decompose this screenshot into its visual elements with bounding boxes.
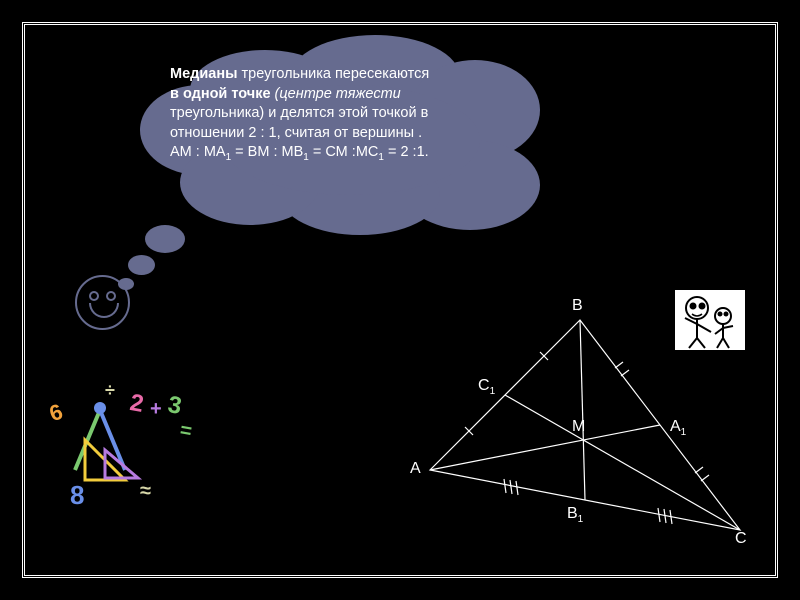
doodle-char: 8	[70, 480, 84, 511]
label-A: А	[410, 460, 421, 478]
cloud-text: Медианы треугольника пересекаются в одно…	[170, 65, 505, 165]
doodle-char: +	[150, 398, 162, 421]
doodle-char: ≈	[140, 480, 151, 503]
label-B1: В1	[567, 505, 583, 525]
cloud-bold-1: Медианы	[170, 66, 237, 82]
doodle-char: ÷	[105, 380, 115, 401]
triangle-diagram	[380, 300, 760, 580]
label-M: М	[572, 418, 585, 436]
label-B: В	[572, 297, 583, 315]
label-C: С	[735, 530, 747, 548]
smiley-icon	[75, 275, 130, 330]
label-A1: А1	[670, 418, 686, 438]
cloud-tail-1	[145, 225, 185, 253]
label-C1: С1	[478, 377, 495, 397]
cloud-tail-2	[128, 255, 155, 275]
math-clipart: 62+3=8≈÷	[50, 380, 200, 530]
